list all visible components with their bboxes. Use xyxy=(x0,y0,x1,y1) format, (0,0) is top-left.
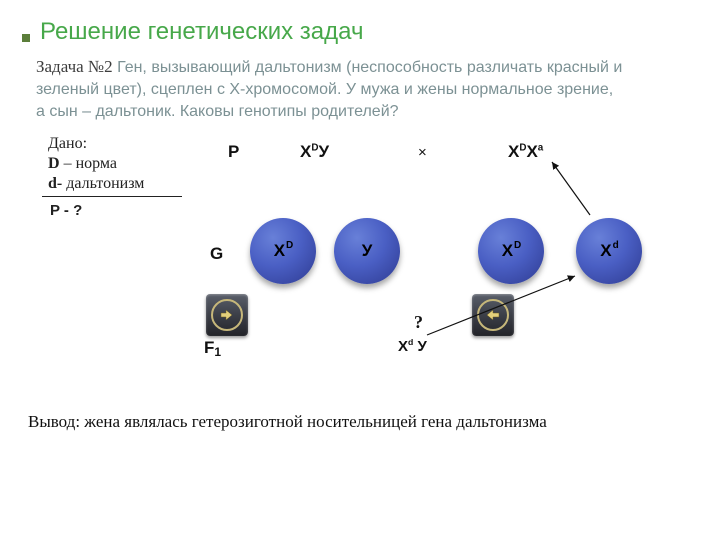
F1-letter: F xyxy=(204,338,214,357)
father-x: Х xyxy=(300,142,311,161)
given-underline xyxy=(42,196,182,197)
given-d: d- xyxy=(48,175,62,192)
F1-row-label: F1 xyxy=(204,338,221,358)
gamete-4: Хd xyxy=(576,218,642,284)
question-mark: ? xyxy=(414,312,423,333)
mother-x1: Х xyxy=(508,142,519,161)
mother-genotype: ХDХа xyxy=(508,142,543,162)
gamete-3-sup: D xyxy=(514,240,521,251)
gamete-2-base: У xyxy=(362,241,373,261)
given-D-text: – норма xyxy=(60,155,117,172)
arrow-right-icon xyxy=(472,294,514,336)
problem-line3: а сын – дальтоник. Каковы генотипы родит… xyxy=(36,103,399,120)
gamete-2: У xyxy=(334,218,400,284)
gamete-1-sup: D xyxy=(286,240,293,251)
P-question: P - ? xyxy=(50,202,82,219)
mother-sup2: а xyxy=(538,142,543,153)
problem-line1: Ген, вызывающий дальтонизм (неспособност… xyxy=(113,59,623,76)
gamete-3-base: Х xyxy=(502,241,513,261)
F1-tail: У xyxy=(413,338,427,355)
gamete-4-sup: d xyxy=(613,240,619,251)
title-bullet xyxy=(22,34,30,42)
arrow-left-icon xyxy=(206,294,248,336)
page-title: Решение генетических задач xyxy=(40,18,363,46)
gamete-1-base: Х xyxy=(274,241,285,261)
given-d-text: дальтонизм xyxy=(62,175,144,192)
father-y: У xyxy=(318,142,329,161)
gamete-3: ХD xyxy=(478,218,544,284)
F1-sub: 1 xyxy=(214,345,221,359)
F1-genotype: Хd У xyxy=(398,338,427,355)
conclusion-text: Вывод: жена являлась гетерозиготной носи… xyxy=(28,412,547,432)
mother-x2: Х xyxy=(526,142,537,161)
P-row-label: P xyxy=(228,142,239,162)
father-genotype: ХDУ xyxy=(300,142,329,162)
given-header: Дано: xyxy=(48,135,87,152)
gamete-4-base: Х xyxy=(600,241,611,261)
G-row-label: G xyxy=(210,244,223,264)
problem-line2: зеленый цвет), сцеплен с Х-хромосомой. У… xyxy=(36,81,613,98)
problem-label: Задача №2 xyxy=(36,57,113,76)
given-D: D xyxy=(48,155,60,172)
gamete-1: ХD xyxy=(250,218,316,284)
problem-text: Задача №2 Ген, вызывающий дальтонизм (не… xyxy=(36,56,686,122)
cross-symbol: × xyxy=(418,144,427,161)
given-block: Дано: D – норма d- дальтонизм xyxy=(48,134,144,194)
F1-base: Х xyxy=(398,338,408,355)
